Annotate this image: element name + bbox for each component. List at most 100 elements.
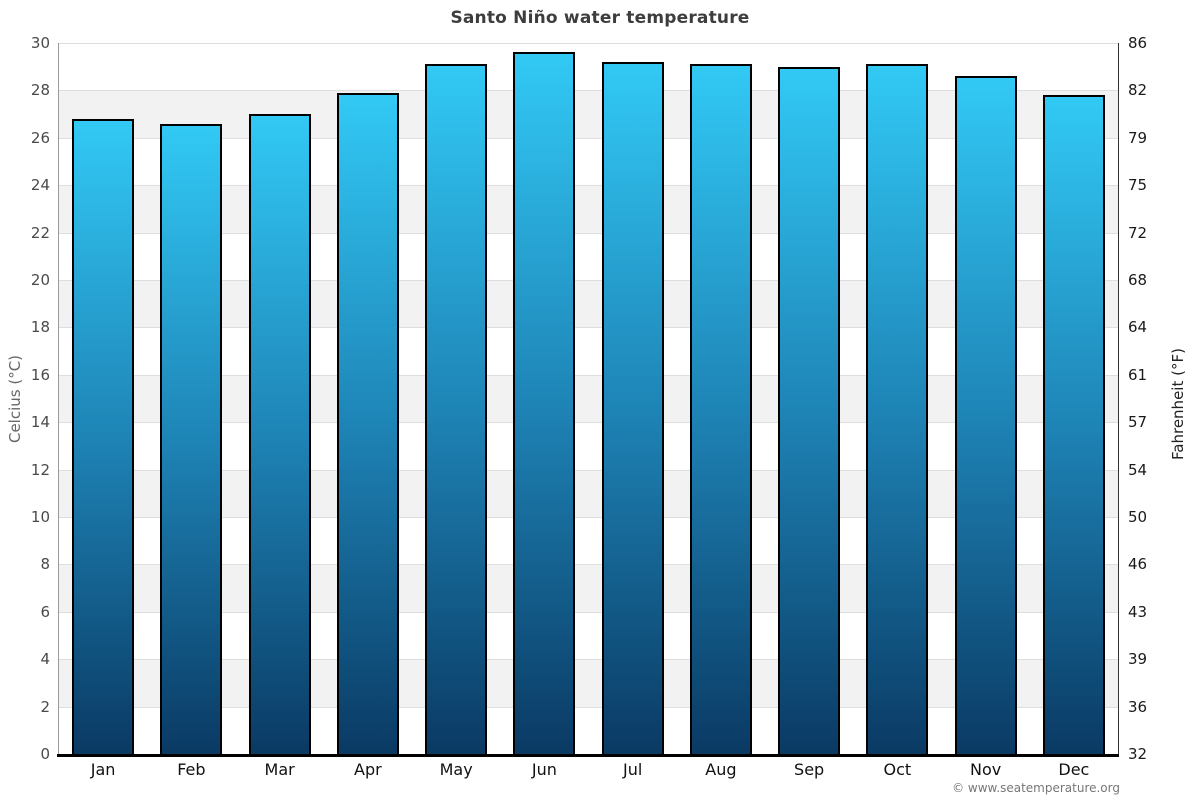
bar-slot-mar <box>236 43 324 754</box>
fahrenheit-tick-75: 75 <box>1128 176 1148 195</box>
bar-sep <box>778 66 840 754</box>
celsius-tick-28: 28 <box>30 81 50 100</box>
celsius-tick-14: 14 <box>30 413 50 432</box>
bar-nov <box>954 76 1017 754</box>
celsius-tick-4: 4 <box>40 650 50 669</box>
fahrenheit-tick-54: 54 <box>1128 460 1148 479</box>
plot-area <box>57 43 1119 757</box>
band <box>59 137 1118 186</box>
fahrenheit-tick-50: 50 <box>1128 508 1148 526</box>
celsius-tick-16: 16 <box>30 365 50 384</box>
bar-jan <box>72 118 134 754</box>
bar-aug <box>689 64 752 754</box>
x-tick-label-feb: Feb <box>177 760 206 779</box>
x-tick-label-jun: Jun <box>531 760 557 779</box>
band <box>59 706 1118 754</box>
celsius-tick-26: 26 <box>30 128 50 147</box>
bottom-axis-line <box>57 754 1119 757</box>
gridline <box>59 90 1118 92</box>
celsius-tick-22: 22 <box>30 223 50 242</box>
bar-dec <box>1042 95 1105 754</box>
x-tick-label-aug: Aug <box>705 760 737 779</box>
gridline <box>59 564 1118 566</box>
band <box>59 422 1118 470</box>
celsius-tick-10: 10 <box>30 508 50 526</box>
band <box>59 611 1118 660</box>
band <box>59 185 1118 233</box>
bar-slot-sep <box>765 43 853 754</box>
fahrenheit-tick-61: 61 <box>1128 365 1148 384</box>
gridline <box>59 659 1118 661</box>
x-tick-label-sep: Sep <box>794 760 825 779</box>
band <box>59 90 1118 138</box>
bar-mar <box>248 114 311 754</box>
gridline <box>59 706 1118 708</box>
gridline <box>59 232 1118 234</box>
x-tick-label-apr: Apr <box>354 760 382 779</box>
bar-slot-jan <box>59 43 147 754</box>
gridline <box>59 517 1118 518</box>
fahrenheit-tick-57: 57 <box>1128 413 1148 432</box>
bar-slot-oct <box>853 43 941 754</box>
gridline <box>59 185 1118 187</box>
fahrenheit-tick-72: 72 <box>1128 223 1148 242</box>
band <box>59 43 1118 91</box>
celsius-tick-24: 24 <box>30 176 50 195</box>
right-axis-line <box>1118 43 1119 754</box>
fahrenheit-tick-32: 32 <box>1128 745 1148 763</box>
x-tick-label-jul: Jul <box>622 760 643 779</box>
fahrenheit-tick-64: 64 <box>1128 318 1148 337</box>
x-tick-label-may: May <box>439 760 473 779</box>
gridline <box>59 327 1118 329</box>
gridline <box>59 422 1118 424</box>
band <box>59 659 1118 707</box>
x-tick-label-dec: Dec <box>1058 760 1090 779</box>
band <box>59 517 1118 565</box>
celsius-tick-12: 12 <box>30 460 50 479</box>
x-tick-label-mar: Mar <box>264 760 295 779</box>
fahrenheit-tick-82: 82 <box>1128 81 1148 100</box>
gridline <box>59 611 1118 613</box>
band <box>59 374 1118 423</box>
bar-slot-jun <box>500 43 588 754</box>
x-tick-label-jan: Jan <box>90 760 116 779</box>
x-tick-label-nov: Nov <box>970 760 1002 779</box>
bar-slot-apr <box>324 43 412 754</box>
celsius-tick-20: 20 <box>30 271 50 289</box>
gridline <box>59 43 1118 44</box>
bars-container <box>59 43 1118 754</box>
celsius-tick-labels: 30 28 26 24 22 20 18 16 14 12 10 8 6 4 2 0 <box>0 34 50 763</box>
bar-jul <box>601 61 664 754</box>
fahrenheit-tick-86: 86 <box>1128 34 1148 52</box>
fahrenheit-tick-36: 36 <box>1128 697 1148 716</box>
bar-feb <box>160 123 223 754</box>
left-axis-line <box>58 43 59 754</box>
celsius-tick-8: 8 <box>40 555 50 574</box>
fahrenheit-tick-39: 39 <box>1128 650 1148 669</box>
bar-slot-feb <box>147 43 235 754</box>
fahrenheit-tick-68: 68 <box>1128 271 1148 289</box>
band <box>59 469 1118 517</box>
gridline <box>59 469 1118 471</box>
bar-jun <box>513 52 576 754</box>
band <box>59 327 1118 375</box>
bar-oct <box>866 64 929 754</box>
celsius-tick-2: 2 <box>40 697 50 716</box>
watermark: © www.seatemperature.org <box>952 781 1120 795</box>
gridline <box>59 374 1118 376</box>
bar-slot-aug <box>677 43 765 754</box>
x-tick-label-oct: Oct <box>883 760 912 779</box>
gridline <box>59 137 1118 139</box>
fahrenheit-tick-43: 43 <box>1128 602 1148 621</box>
fahrenheit-tick-labels: 86 82 79 75 72 68 64 61 57 54 50 46 43 39 36 32 <box>1128 34 1188 763</box>
bar-slot-dec <box>1030 43 1118 754</box>
band <box>59 232 1118 280</box>
celsius-tick-0: 0 <box>40 745 50 763</box>
bar-slot-nov <box>942 43 1030 754</box>
bar-slot-jul <box>589 43 677 754</box>
bar-may <box>425 64 487 754</box>
month-axis-labels: Jan Feb Mar Apr May Jun Jul Aug Sep Oct Nov Dec <box>59 760 1118 779</box>
band <box>59 280 1118 328</box>
celsius-tick-18: 18 <box>30 318 50 337</box>
celsius-tick-6: 6 <box>40 602 50 621</box>
